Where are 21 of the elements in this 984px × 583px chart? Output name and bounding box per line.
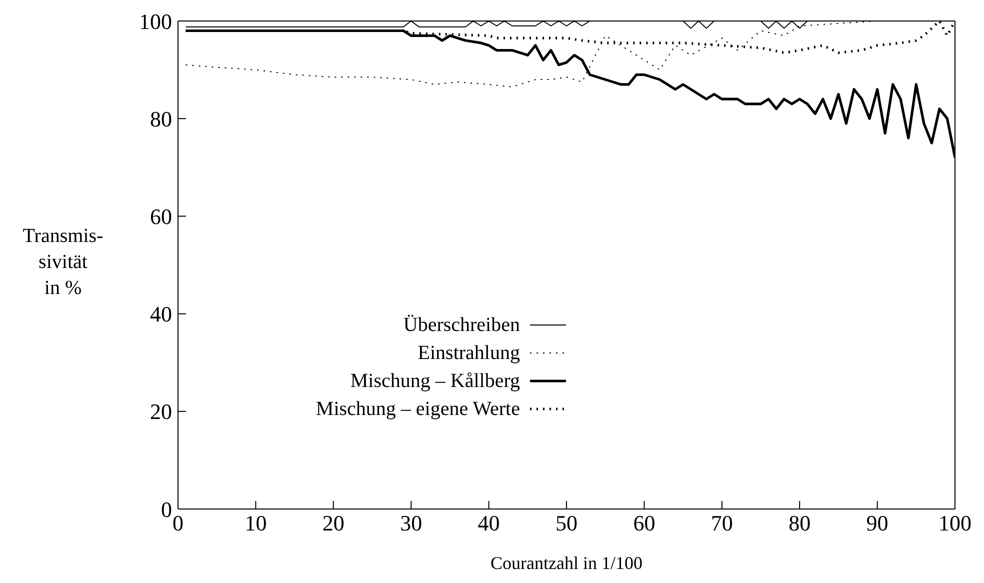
x-tick-label: 20 — [322, 510, 344, 536]
x-tick-label: 30 — [400, 510, 422, 536]
y-axis-title: Transmis- sivität in % — [22, 224, 104, 301]
x-tick-label: 70 — [710, 510, 733, 536]
x-tick-label: 10 — [244, 510, 267, 536]
x-tick-label: 90 — [866, 510, 888, 536]
x-tick-label: 50 — [556, 510, 578, 536]
x-tick-label: 80 — [788, 510, 811, 536]
x-tick-label: 100 — [938, 510, 972, 536]
x-tick-label: 40 — [478, 510, 500, 536]
x-tick-label: 60 — [633, 510, 656, 536]
legend-label: Mischung – Kållberg — [350, 370, 520, 392]
y-tick-label: 100 — [139, 8, 172, 34]
legend-label: Mischung – eigene Werte — [316, 398, 520, 420]
legend-label: Überschreiben — [403, 314, 520, 336]
y-tick-label: 60 — [150, 204, 172, 230]
y-tick-label: 20 — [150, 399, 172, 424]
y-tick-label: 80 — [150, 106, 172, 132]
legend-label: Einstrahlung — [418, 342, 520, 364]
y-tick-label: 40 — [150, 302, 172, 327]
x-axis-title: Courantzahl in 1/100 — [490, 553, 642, 573]
